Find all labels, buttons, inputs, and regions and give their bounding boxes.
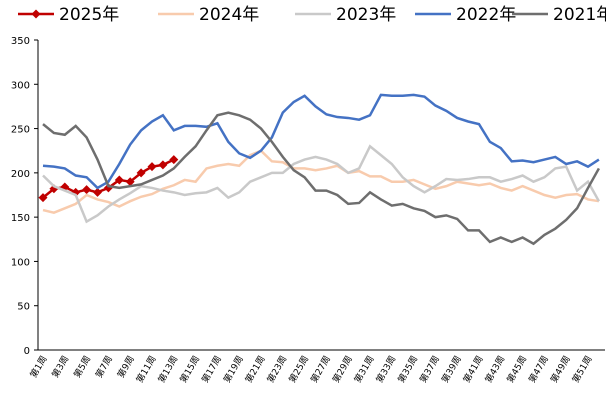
x-tick-label: 第29周 (330, 354, 355, 386)
x-tick-label: 第1周 (27, 354, 49, 381)
x-tick-label: 第11周 (133, 354, 158, 386)
marker (38, 193, 48, 203)
marker (169, 155, 179, 165)
y-tick-label: 100 (11, 257, 30, 268)
x-tick-label: 第41周 (460, 354, 485, 386)
x-tick-label: 第25周 (286, 354, 311, 386)
marker (114, 175, 124, 185)
marker (125, 177, 135, 187)
x-tick-label: 第15周 (177, 354, 202, 386)
x-tick-label: 第39周 (439, 354, 464, 386)
x-tick-label: 第31周 (351, 354, 376, 386)
marker (82, 185, 92, 195)
legend-label: 2023年 (336, 5, 396, 25)
x-tick-label: 第45周 (504, 354, 529, 386)
x-tick-label: 第19周 (221, 354, 246, 386)
x-tick-label: 第5周 (71, 354, 93, 381)
x-tick-label: 第47周 (526, 354, 551, 386)
x-tick-label: 第27周 (308, 354, 333, 386)
x-tick-label: 第37周 (417, 354, 442, 386)
x-tick-label: 第7周 (93, 354, 115, 381)
marker (136, 168, 146, 178)
marker (60, 182, 70, 192)
x-tick-label: 第49周 (548, 354, 573, 386)
x-tick-label: 第21周 (242, 354, 267, 386)
x-tick-label: 第35周 (395, 354, 420, 386)
series-line (42, 93, 600, 190)
marker (93, 187, 102, 197)
legend-label: 2024年 (199, 5, 259, 25)
x-tick-label: 第17周 (199, 354, 224, 386)
series-line (42, 144, 600, 224)
x-tick-label: 第33周 (373, 354, 398, 386)
x-tick-label: 第51周 (569, 354, 594, 386)
y-tick-label: 300 (11, 80, 30, 91)
y-tick-label: 0 (24, 346, 30, 357)
y-tick-label: 250 (11, 125, 30, 136)
series-line (42, 149, 600, 215)
marker (158, 160, 168, 170)
legend-marker (31, 9, 41, 19)
legend-label: 2022年 (456, 5, 516, 25)
x-tick-label: 第13周 (155, 354, 180, 386)
x-tick-label: 第43周 (482, 354, 507, 386)
legend-label: 2021年 (553, 5, 606, 25)
x-tick-label: 第9周 (115, 354, 137, 381)
legend-label: 2025年 (59, 5, 119, 25)
y-tick-label: 200 (11, 169, 30, 180)
y-tick-label: 150 (11, 213, 30, 224)
series-line (42, 111, 600, 246)
x-tick-label: 第3周 (49, 354, 71, 381)
x-tick-label: 第23周 (264, 354, 289, 386)
marker (147, 162, 157, 172)
y-tick-label: 50 (17, 302, 30, 313)
y-tick-label: 350 (11, 36, 30, 47)
